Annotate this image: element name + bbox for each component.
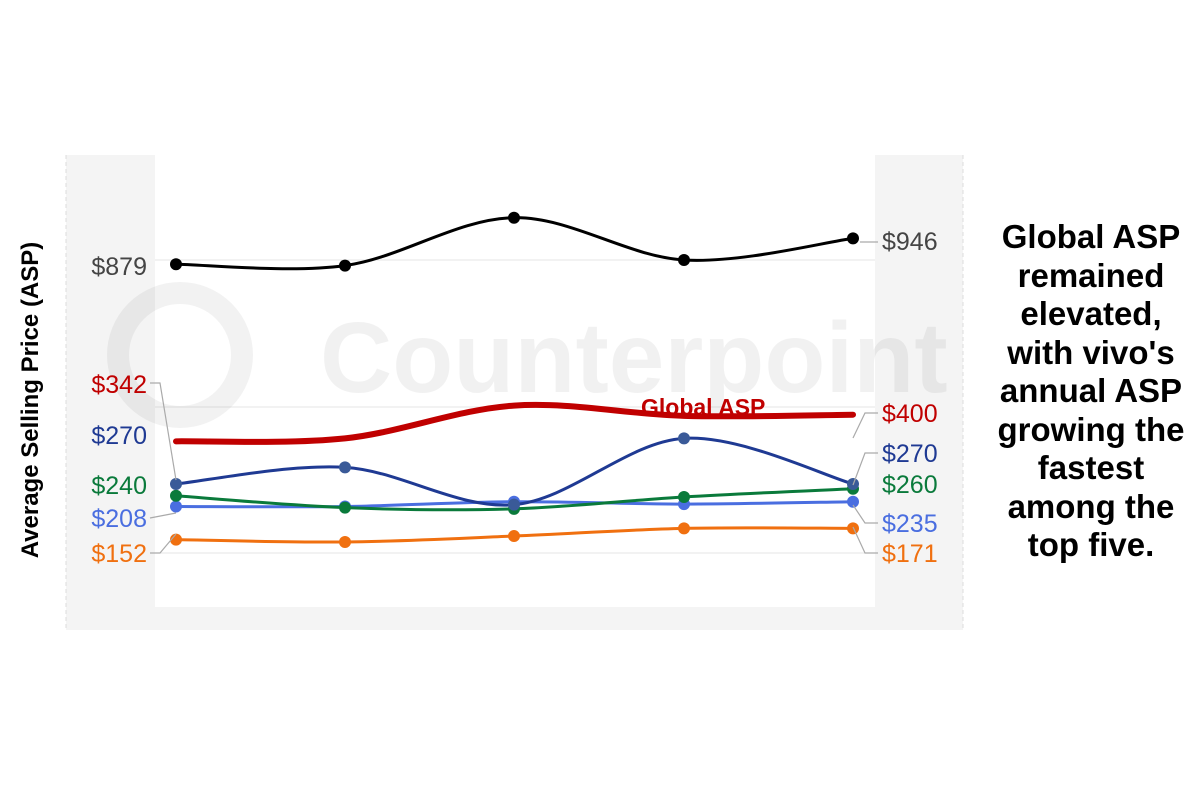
data-point-vivo — [170, 477, 182, 490]
callout-line: Global ASP — [1001, 218, 1181, 255]
leader-line — [150, 533, 177, 554]
data-point-top — [678, 254, 690, 266]
end-label-green: $260 — [882, 471, 938, 499]
start-label-top: $879 — [91, 253, 147, 281]
start-label-lightblue: $208 — [91, 505, 147, 533]
series-annotation-global: Global ASP — [641, 394, 765, 420]
callout-line: growing the — [997, 410, 1185, 448]
leader-line — [852, 526, 878, 554]
data-point-orange — [678, 522, 690, 535]
data-point-orange — [339, 535, 351, 548]
leader-line — [852, 504, 878, 524]
data-point-orange — [170, 533, 182, 546]
callout-line: remained — [1017, 256, 1165, 294]
data-point-vivo — [508, 498, 520, 511]
callout-line: elevated, — [1020, 295, 1162, 332]
y-axis-label: Average Selling Price (ASP) — [17, 242, 44, 559]
start-label-vivo: $270 — [91, 422, 147, 450]
end-label-orange: $171 — [882, 540, 938, 568]
series-line-global — [173, 401, 856, 445]
data-point-top — [508, 211, 520, 224]
data-point-vivo — [339, 461, 351, 474]
start-label-orange: $152 — [91, 540, 147, 568]
callout-text: Global ASP remained elevated, with vivo'… — [985, 218, 1197, 565]
callout-line: annual ASP — [999, 372, 1183, 409]
watermark: Counterpoint — [107, 282, 948, 428]
callout-line: among the — [1007, 487, 1175, 525]
watermark-text: Counterpoint — [320, 302, 948, 414]
callout-line: with vivo's — [1007, 333, 1175, 371]
watermark-logo — [107, 282, 253, 428]
callout-line: top five. — [1027, 526, 1155, 563]
data-point-lightblue — [170, 500, 182, 513]
data-point-top — [170, 258, 182, 271]
leader-line — [150, 382, 177, 481]
start-label-green: $240 — [91, 472, 147, 500]
leader-line — [149, 512, 177, 519]
start-label-global: $342 — [91, 371, 147, 399]
data-point-green — [339, 501, 351, 514]
end-label-global: $400 — [882, 400, 938, 428]
data-point-lightblue — [847, 495, 859, 508]
callout-line: fastest — [1037, 449, 1145, 486]
data-point-top — [847, 232, 859, 245]
data-point-top — [339, 259, 351, 272]
data-point-green — [678, 490, 690, 503]
leader-line — [852, 412, 878, 439]
end-label-lightblue: $235 — [882, 510, 938, 538]
data-point-green — [170, 489, 182, 502]
end-label-vivo: $270 — [882, 440, 938, 468]
leader-line — [852, 452, 878, 486]
end-label-top: $946 — [882, 228, 938, 256]
data-point-orange — [508, 530, 520, 543]
data-point-vivo — [678, 432, 690, 445]
